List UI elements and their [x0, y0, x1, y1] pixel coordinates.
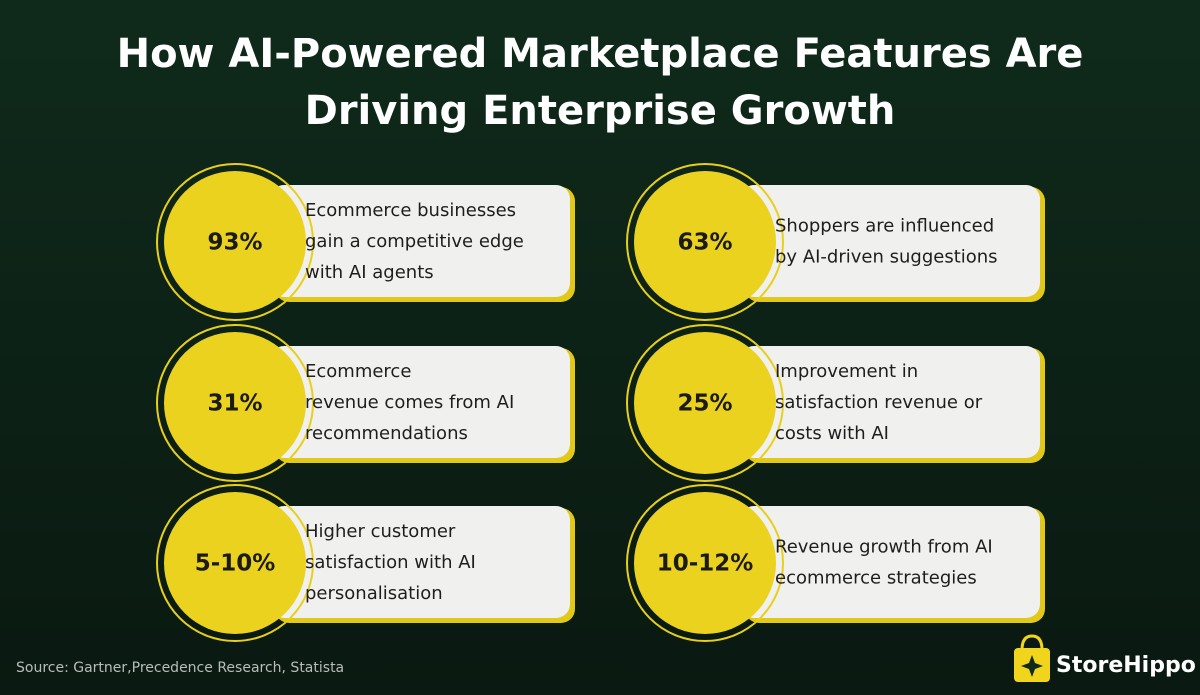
card-text: satisfaction revenue or: [775, 392, 983, 413]
circle-ring: [156, 163, 314, 321]
stat: 31%: [207, 391, 262, 417]
card: [270, 185, 570, 297]
stat: 10-12%: [657, 551, 754, 577]
circle: [164, 332, 306, 474]
stat: 93%: [207, 230, 262, 256]
card-text: Revenue growth from AI: [775, 537, 993, 558]
circle-ring: [626, 484, 784, 642]
circle: [634, 171, 776, 313]
stat: 5-10%: [195, 551, 276, 577]
card: [740, 346, 1040, 458]
brand-icon: [1014, 634, 1050, 682]
card-text: ecommerce strategies: [775, 568, 977, 589]
circle-ring: [626, 163, 784, 321]
card-text: recommendations: [305, 423, 468, 444]
card-text: revenue comes from AI: [305, 392, 514, 413]
circle: [164, 171, 306, 313]
card: [270, 506, 570, 618]
stat: 63%: [677, 230, 732, 256]
circle-ring: [626, 324, 784, 482]
stat: 25%: [677, 391, 732, 417]
card-text: gain a competitive edge: [305, 231, 524, 252]
circle-ring: [156, 324, 314, 482]
card-text: satisfaction with AI: [305, 552, 476, 573]
card-text: personalisation: [305, 583, 443, 604]
card-text: by AI-driven suggestions: [775, 247, 998, 268]
cards: 93% Ecommerce businesses gain a competitiv…: [156, 163, 1045, 642]
card-text: with AI agents: [305, 262, 434, 283]
circle: [634, 332, 776, 474]
card-text: Shoppers are influenced: [775, 216, 994, 237]
card-text: Ecommerce: [305, 361, 411, 382]
card-text: Improvement in: [775, 361, 918, 382]
title-line: How AI-Powered Marketplace Features Are: [117, 31, 1084, 77]
card: [740, 506, 1040, 618]
circle: [634, 492, 776, 634]
card: [270, 346, 570, 458]
card-text: Ecommerce businesses: [305, 200, 516, 221]
source: Source: Gartner,Precedence Research, Sta…: [16, 660, 344, 676]
circle: [164, 492, 306, 634]
card: [740, 185, 1040, 297]
title-line: Driving Enterprise Growth: [305, 88, 896, 134]
card-text: Higher customer: [305, 521, 456, 542]
card-text: costs with AI: [775, 423, 889, 444]
brand: StoreHippo: [1056, 653, 1196, 678]
circle-ring: [156, 484, 314, 642]
